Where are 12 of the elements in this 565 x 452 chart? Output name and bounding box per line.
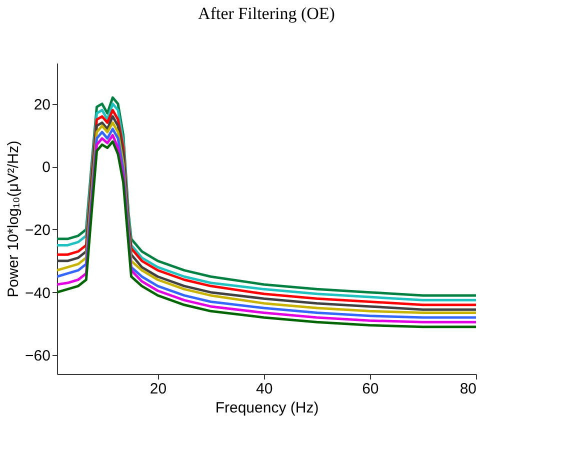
x-tick-label: 60 [362, 380, 379, 398]
y-tick-label: 20 [34, 96, 50, 114]
y-tick-label: −40 [25, 284, 50, 302]
y-tick-label: −20 [25, 222, 50, 239]
x-axis-title: Frequency (Hz) [215, 400, 319, 416]
y-axis-title: Power 10*log₁₀(μV²/Hz) [5, 140, 22, 298]
chart-title: After Filtering (OE) [198, 4, 335, 23]
x-tick-label: 20 [150, 380, 167, 398]
y-tick-label: 0 [42, 159, 50, 176]
x-tick-label: 40 [256, 380, 273, 398]
y-tick-label: −60 [25, 348, 50, 365]
x-tick-label: 80 [460, 380, 476, 398]
